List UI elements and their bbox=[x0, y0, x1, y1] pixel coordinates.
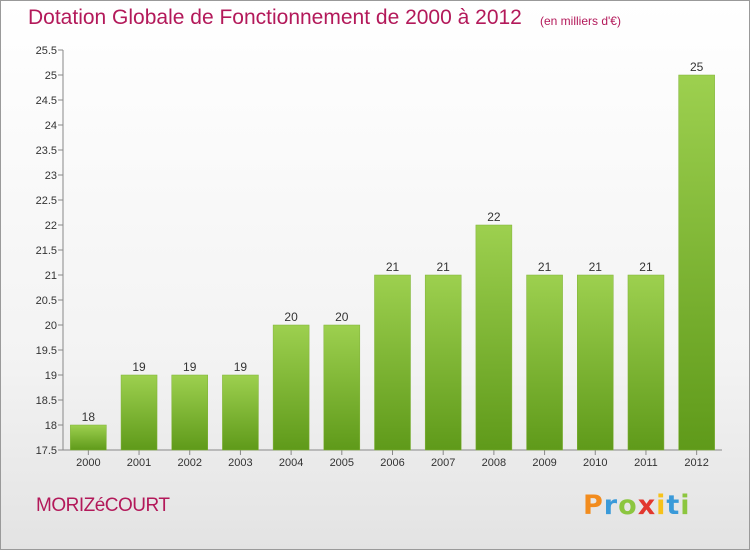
axes: 17.5 18 18.5 19 19.5 20 20.5 21 21.5 22 22.5 23 23.5… bbox=[36, 45, 722, 457]
y-tick-label: 23 bbox=[45, 170, 57, 182]
bar bbox=[222, 374, 259, 451]
bar-value-label: 19 bbox=[234, 360, 248, 374]
bar bbox=[374, 274, 411, 451]
y-tick-label: 23.5 bbox=[36, 145, 57, 157]
x-tick-label: 2003 bbox=[228, 457, 252, 469]
bar-value-label: 21 bbox=[386, 260, 400, 274]
logo-letter: t bbox=[666, 490, 681, 521]
y-tick-label: 21.5 bbox=[36, 245, 57, 257]
x-tick-label: 2000 bbox=[76, 457, 100, 469]
bar-value-label: 20 bbox=[335, 310, 349, 324]
x-tick-label: 2002 bbox=[177, 457, 201, 469]
bar-value-label: 22 bbox=[487, 210, 501, 224]
bar-value-label: 25 bbox=[690, 60, 704, 74]
y-tick-label: 20 bbox=[45, 320, 57, 332]
labels: 2000 18 2001 19 2002 19 2003 19 2004 20 2005 20 2006… bbox=[76, 60, 709, 469]
bar bbox=[323, 324, 361, 451]
logo-letter: r bbox=[603, 490, 619, 521]
bar-value-label: 19 bbox=[132, 360, 146, 374]
bar bbox=[475, 224, 513, 451]
logo-letter: x bbox=[637, 490, 657, 521]
x-tick-label: 2005 bbox=[330, 457, 354, 469]
logo-letter: i bbox=[680, 490, 691, 521]
y-tick-label: 22 bbox=[45, 220, 57, 232]
y-tick-label: 25 bbox=[45, 70, 57, 82]
bars bbox=[70, 74, 715, 451]
bar-value-label: 21 bbox=[437, 260, 451, 274]
bar-value-label: 18 bbox=[82, 410, 96, 424]
bar bbox=[577, 274, 614, 451]
x-tick-label: 2010 bbox=[583, 457, 607, 469]
bar bbox=[70, 424, 107, 451]
x-tick-label: 2006 bbox=[380, 457, 404, 469]
x-tick-label: 2001 bbox=[127, 457, 151, 469]
x-tick-label: 2004 bbox=[279, 457, 303, 469]
x-tick-label: 2011 bbox=[634, 457, 658, 469]
x-tick-label: 2007 bbox=[431, 457, 455, 469]
y-tick-label: 17.5 bbox=[36, 445, 57, 457]
y-tick-label: 24 bbox=[45, 120, 57, 132]
chart-title: Dotation Globale de Fonctionnement de 20… bbox=[28, 6, 522, 29]
logo-letter: P bbox=[583, 490, 604, 521]
bar-value-label: 20 bbox=[284, 310, 298, 324]
bar bbox=[272, 324, 310, 451]
bar-value-label: 21 bbox=[538, 260, 552, 274]
bar-value-label: 21 bbox=[589, 260, 603, 274]
x-tick-label: 2012 bbox=[684, 457, 708, 469]
bar-value-label: 21 bbox=[639, 260, 653, 274]
logo-letter: i bbox=[656, 490, 667, 521]
bar bbox=[120, 374, 158, 451]
y-tick-label: 22.5 bbox=[36, 195, 57, 207]
x-tick-label: 2009 bbox=[532, 457, 556, 469]
y-tick-label: 19 bbox=[45, 370, 57, 382]
y-tick-label: 21 bbox=[45, 270, 57, 282]
y-tick-label: 24.5 bbox=[36, 95, 57, 107]
y-tick-label: 19.5 bbox=[36, 345, 57, 357]
bar bbox=[526, 274, 563, 451]
y-tick-label: 25.5 bbox=[36, 45, 57, 57]
x-tick-label: 2008 bbox=[482, 457, 506, 469]
bar-value-label: 19 bbox=[183, 360, 197, 374]
proxiti-logo[interactable]: Proxiti bbox=[583, 490, 691, 521]
bar bbox=[678, 74, 715, 451]
bar bbox=[424, 274, 462, 451]
commune-name: MORIZéCOURT bbox=[36, 495, 170, 516]
logo-letter: o bbox=[618, 490, 638, 521]
y-tick-label: 18 bbox=[45, 420, 57, 432]
bar bbox=[171, 374, 208, 451]
bar bbox=[627, 274, 665, 451]
chart-unit: (en milliers d'€) bbox=[540, 14, 621, 28]
y-tick-label: 18.5 bbox=[36, 395, 57, 407]
y-tick-label: 20.5 bbox=[36, 295, 57, 307]
